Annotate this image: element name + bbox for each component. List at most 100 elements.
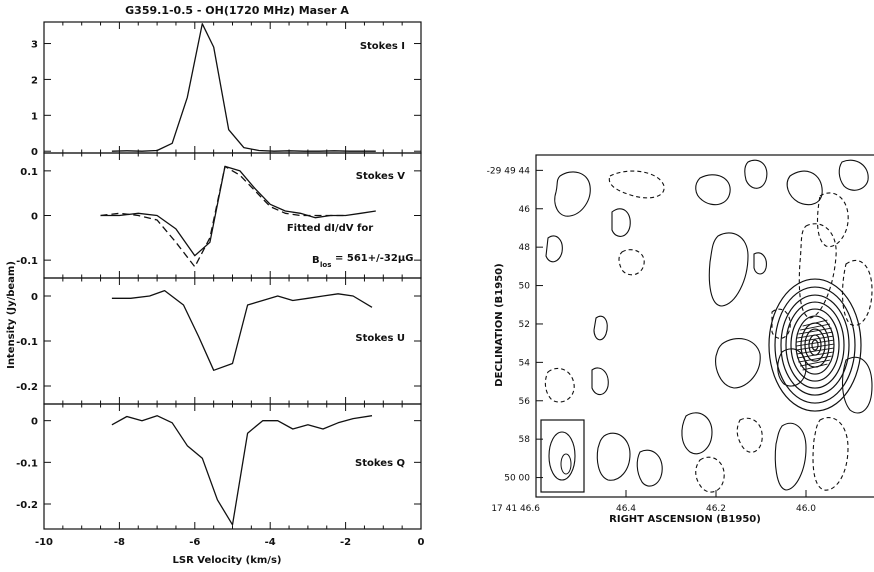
negative-noise-contour xyxy=(618,249,645,276)
x-tick-labels: -10 -8 -6 -4 -2 0 xyxy=(35,537,425,548)
dec-tick-label: -29 49 44 xyxy=(487,166,531,176)
noise-contour xyxy=(753,252,767,275)
source-contour xyxy=(768,278,862,412)
negative-noise-contour xyxy=(608,170,665,199)
x-tick-label: 0 xyxy=(418,537,425,548)
y-tick-label: -0.2 xyxy=(16,382,38,393)
negative-noise-contour xyxy=(771,308,791,339)
dec-tick-label: 46 xyxy=(519,205,531,215)
y-tick-label: 0.1 xyxy=(20,167,38,178)
x-tick-label: -10 xyxy=(35,537,53,548)
fitted-series-line xyxy=(100,165,346,268)
y-tick-label: -0.1 xyxy=(16,458,38,469)
dec-tick-label: 52 xyxy=(519,320,530,330)
hatch-line xyxy=(800,323,830,331)
map-frame xyxy=(535,154,874,498)
fit-annotation-b: B xyxy=(312,255,320,266)
hatch-line xyxy=(800,359,830,367)
contour-map-chart: DECLINATION (B1950) RIGHT ASCENSION (B19… xyxy=(487,154,874,525)
negative-noise-contour xyxy=(812,417,849,491)
fit-annotation-line1: Fitted dI/dV for xyxy=(287,223,373,234)
stokes-spectra-chart: G359.1-0.5 - OH(1720 MHz) Maser A Intens… xyxy=(6,4,425,566)
dec-tick-label: 56 xyxy=(519,397,531,407)
source-contour xyxy=(774,286,856,404)
chart-title: G359.1-0.5 - OH(1720 MHz) Maser A xyxy=(125,4,349,17)
dec-axis-label: DECLINATION (B1950) xyxy=(494,263,505,386)
y-tick-label: 0 xyxy=(31,417,38,428)
noise-contour xyxy=(611,208,631,237)
negative-noise-contour xyxy=(798,223,837,319)
panel-stokes-q: 0 -0.1 -0.2 Stokes Q xyxy=(16,403,422,530)
beam-inner-contour xyxy=(560,453,572,475)
stokes-i-label: Stokes I xyxy=(360,41,405,52)
series-line xyxy=(111,289,373,371)
noise-contour xyxy=(786,170,823,206)
source-contour xyxy=(785,301,845,389)
noise-contour xyxy=(744,159,768,189)
y-tick-label: -0.1 xyxy=(16,337,38,348)
series-line xyxy=(111,23,376,152)
panel-stokes-v: 0.1 0 -0.1 Stokes V Fitted dI/dV for B los… xyxy=(16,152,422,279)
source-hatching xyxy=(795,319,835,371)
x-tick-label: -4 xyxy=(265,537,276,548)
ra-axis-label: RIGHT ASCENSION (B1950) xyxy=(609,514,761,525)
beam-ellipse xyxy=(548,431,576,481)
noise-contour xyxy=(708,232,749,307)
hatch-line xyxy=(796,347,834,355)
source-contour xyxy=(780,294,850,396)
dec-tick-label: 50 00 xyxy=(504,474,530,484)
noise-contour xyxy=(774,422,807,491)
y-tick-label: 1 xyxy=(31,111,38,122)
ra-tick-label: 46.2 xyxy=(706,504,726,514)
hatch-line xyxy=(795,343,835,351)
noise-contour xyxy=(554,171,591,217)
hatch-line xyxy=(796,335,834,343)
y-tick-label: -0.1 xyxy=(16,256,38,267)
noise-contour xyxy=(715,338,761,389)
ra-tick-label: 46.4 xyxy=(616,504,636,514)
fit-annotation-sub: los xyxy=(320,261,331,269)
hatch-line xyxy=(802,319,828,327)
stokes-u-label: Stokes U xyxy=(355,333,405,344)
y-axis-label: Intensity (Jy/beam) xyxy=(6,261,17,369)
y-tick-label: 0 xyxy=(31,292,38,303)
series-line xyxy=(100,165,376,257)
noise-contour xyxy=(596,432,631,481)
noise-contour xyxy=(838,159,869,191)
dec-tick-label: 58 xyxy=(519,435,531,445)
dec-tick-label: 50 xyxy=(519,282,531,292)
noise-contour xyxy=(841,356,873,414)
noise-contour xyxy=(593,315,608,341)
negative-noise-contour xyxy=(544,367,575,403)
map-contours xyxy=(540,159,873,493)
dec-tick-label: 54 xyxy=(519,358,531,368)
hatch-line xyxy=(797,351,833,359)
source-contour xyxy=(795,315,835,375)
series-line xyxy=(111,415,373,526)
negative-noise-contour xyxy=(695,456,725,493)
panel-stokes-u: 0 -0.1 -0.2 Stokes U xyxy=(16,277,422,405)
x-axis-label: LSR Velocity (km/s) xyxy=(173,555,282,566)
y-tick-label: -0.2 xyxy=(16,500,38,511)
fit-annotation-value: = 561+/-32μG xyxy=(335,253,413,264)
source-contour xyxy=(811,339,819,351)
noise-contour xyxy=(681,412,713,455)
stokes-q-label: Stokes Q xyxy=(355,458,405,469)
noise-contour xyxy=(591,367,609,396)
dec-tick-label: 48 xyxy=(519,243,531,253)
noise-contour xyxy=(695,174,731,206)
x-tick-label: -2 xyxy=(340,537,351,548)
hatch-line xyxy=(798,355,832,363)
negative-noise-contour xyxy=(736,417,763,453)
noise-contour xyxy=(545,235,563,263)
ra-tick-label: 17 41 46.6 xyxy=(491,504,540,514)
hatch-line xyxy=(798,327,832,335)
contour-layer xyxy=(544,159,873,493)
negative-noise-contour xyxy=(842,259,873,326)
hatch-line xyxy=(802,363,828,371)
beam-box xyxy=(540,419,585,493)
source-contour xyxy=(790,308,840,382)
y-tick-label: 2 xyxy=(31,75,38,86)
noise-contour xyxy=(636,449,663,487)
panel-stokes-i: 0 1 2 3 Stokes I xyxy=(31,21,422,158)
